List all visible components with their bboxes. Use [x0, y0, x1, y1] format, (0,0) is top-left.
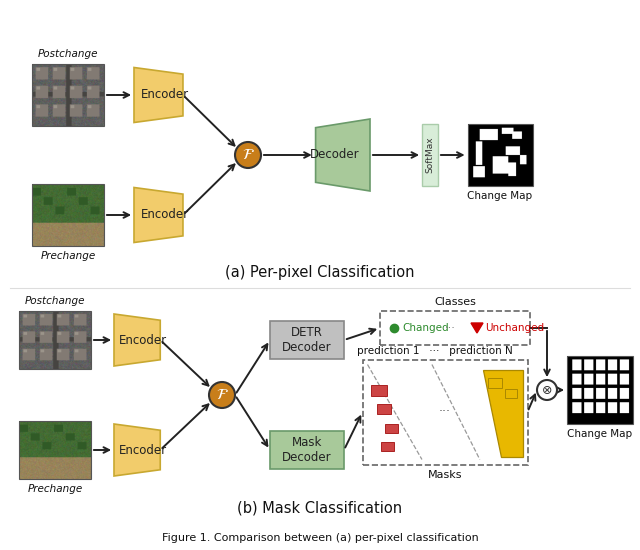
Bar — [488, 377, 502, 388]
Text: Prechange: Prechange — [28, 484, 83, 494]
Bar — [467, 124, 532, 186]
Bar — [270, 321, 344, 359]
Polygon shape — [316, 119, 370, 191]
Text: $\mathcal{F}$: $\mathcal{F}$ — [216, 388, 228, 402]
Text: Change Map: Change Map — [568, 429, 632, 439]
Bar — [32, 64, 104, 126]
Text: Encoder: Encoder — [141, 89, 189, 102]
Text: Changed: Changed — [402, 323, 449, 333]
Text: Decoder: Decoder — [310, 148, 360, 162]
Circle shape — [209, 382, 235, 408]
Polygon shape — [134, 188, 183, 243]
Text: Unchanged: Unchanged — [485, 323, 544, 333]
Bar — [19, 311, 91, 369]
Text: Prechange: Prechange — [40, 251, 95, 261]
Text: DETR
Decoder: DETR Decoder — [282, 326, 332, 354]
Bar — [567, 356, 633, 424]
Polygon shape — [114, 314, 160, 366]
Bar — [19, 421, 91, 479]
Text: Encoder: Encoder — [119, 333, 167, 346]
Bar — [422, 124, 438, 186]
Text: $\otimes$: $\otimes$ — [541, 383, 553, 397]
Text: Mask
Decoder: Mask Decoder — [282, 436, 332, 464]
Text: Change Map: Change Map — [467, 191, 532, 201]
Bar — [376, 404, 390, 414]
Text: Encoder: Encoder — [141, 208, 189, 222]
Text: Classes: Classes — [434, 297, 476, 307]
Text: Encoder: Encoder — [119, 443, 167, 456]
Text: SoftMax: SoftMax — [426, 137, 435, 173]
Polygon shape — [134, 68, 183, 123]
Bar — [385, 424, 397, 433]
Text: ···: ··· — [445, 323, 456, 333]
Text: Figure 1. Comparison between (a) per-pixel classification: Figure 1. Comparison between (a) per-pix… — [162, 533, 478, 543]
Circle shape — [235, 142, 261, 168]
Text: $\mathcal{F}$: $\mathcal{F}$ — [241, 148, 255, 162]
Text: Masks: Masks — [428, 470, 462, 480]
Polygon shape — [114, 424, 160, 476]
Text: Postchange: Postchange — [25, 296, 85, 306]
Bar — [381, 442, 394, 451]
Bar — [505, 388, 517, 398]
Text: Postchange: Postchange — [38, 49, 99, 59]
Text: (b) Mask Classification: (b) Mask Classification — [237, 500, 403, 515]
Bar — [32, 184, 104, 246]
Bar — [380, 311, 530, 345]
Text: (a) Per-pixel Classification: (a) Per-pixel Classification — [225, 265, 415, 279]
Polygon shape — [471, 323, 483, 333]
Circle shape — [537, 380, 557, 400]
Text: ···: ··· — [439, 405, 451, 419]
Bar — [371, 385, 387, 396]
Polygon shape — [483, 370, 522, 456]
Bar — [362, 360, 527, 465]
Bar — [270, 431, 344, 469]
Text: prediction 1   ···   prediction N: prediction 1 ··· prediction N — [357, 346, 513, 356]
